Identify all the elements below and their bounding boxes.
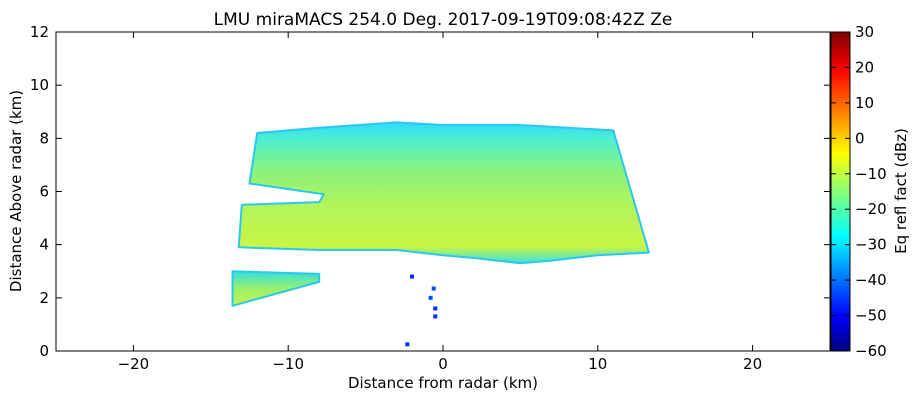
colorbar-tick-label: −50 bbox=[855, 307, 887, 325]
y-tick-label: 8 bbox=[39, 129, 49, 147]
colorbar-tick-label: 10 bbox=[855, 94, 874, 112]
echo-point bbox=[428, 295, 433, 300]
cloud-region bbox=[231, 270, 321, 307]
plot-area: −20 −10 0 10 20 0 2 4 6 8 10 12 bbox=[30, 23, 831, 373]
echo-point bbox=[405, 342, 410, 347]
colorbar-tick-label: 0 bbox=[855, 129, 865, 147]
x-tick-label: 10 bbox=[588, 355, 607, 373]
colorbar-tick-label: −10 bbox=[855, 165, 887, 183]
x-tick-label: 0 bbox=[438, 355, 448, 373]
colorbar-label: Eq refl fact (dBz) bbox=[892, 128, 910, 254]
echo-point bbox=[431, 286, 436, 291]
y-axis-ticks: 0 2 4 6 8 10 12 bbox=[30, 23, 830, 360]
y-tick-label: 4 bbox=[39, 236, 49, 254]
x-tick-label: −20 bbox=[118, 355, 150, 373]
data-regions bbox=[231, 121, 650, 347]
colorbar-tick-label: −60 bbox=[855, 342, 887, 360]
y-tick-label: 6 bbox=[39, 183, 49, 201]
y-tick-label: 0 bbox=[39, 342, 49, 360]
colorbar-tick-label: 30 bbox=[855, 23, 874, 41]
echo-point bbox=[433, 314, 438, 319]
chart-title: LMU miraMACS 254.0 Deg. 2017-09-19T09:08… bbox=[214, 10, 673, 30]
y-tick-label: 2 bbox=[39, 289, 49, 307]
y-tick-label: 10 bbox=[30, 76, 49, 94]
y-tick-label: 12 bbox=[30, 23, 49, 41]
colorbar-gradient bbox=[831, 32, 850, 351]
echo-point bbox=[433, 306, 438, 311]
echo-point bbox=[410, 274, 415, 279]
colorbar-tick-label: 20 bbox=[855, 58, 874, 76]
colorbar: −60 −50 −40 −30 −20 −10 0 10 20 30 Eq refl fact (… bbox=[830, 23, 910, 360]
x-tick-label: 20 bbox=[743, 355, 762, 373]
x-tick-label: −10 bbox=[272, 355, 304, 373]
colorbar-tick-label: −30 bbox=[855, 236, 887, 254]
cloud-region bbox=[237, 121, 650, 265]
colorbar-tick-label: −20 bbox=[855, 200, 887, 218]
colorbar-tick-label: −40 bbox=[855, 271, 887, 289]
x-axis-label: Distance from radar (km) bbox=[348, 374, 538, 392]
y-axis-label: Distance Above radar (km) bbox=[7, 90, 25, 292]
colorbar-ticks: −60 −50 −40 −30 −20 −10 0 10 20 30 bbox=[831, 23, 887, 360]
x-axis-ticks: −20 −10 0 10 20 bbox=[118, 32, 762, 373]
colorbar-frame bbox=[830, 31, 851, 352]
